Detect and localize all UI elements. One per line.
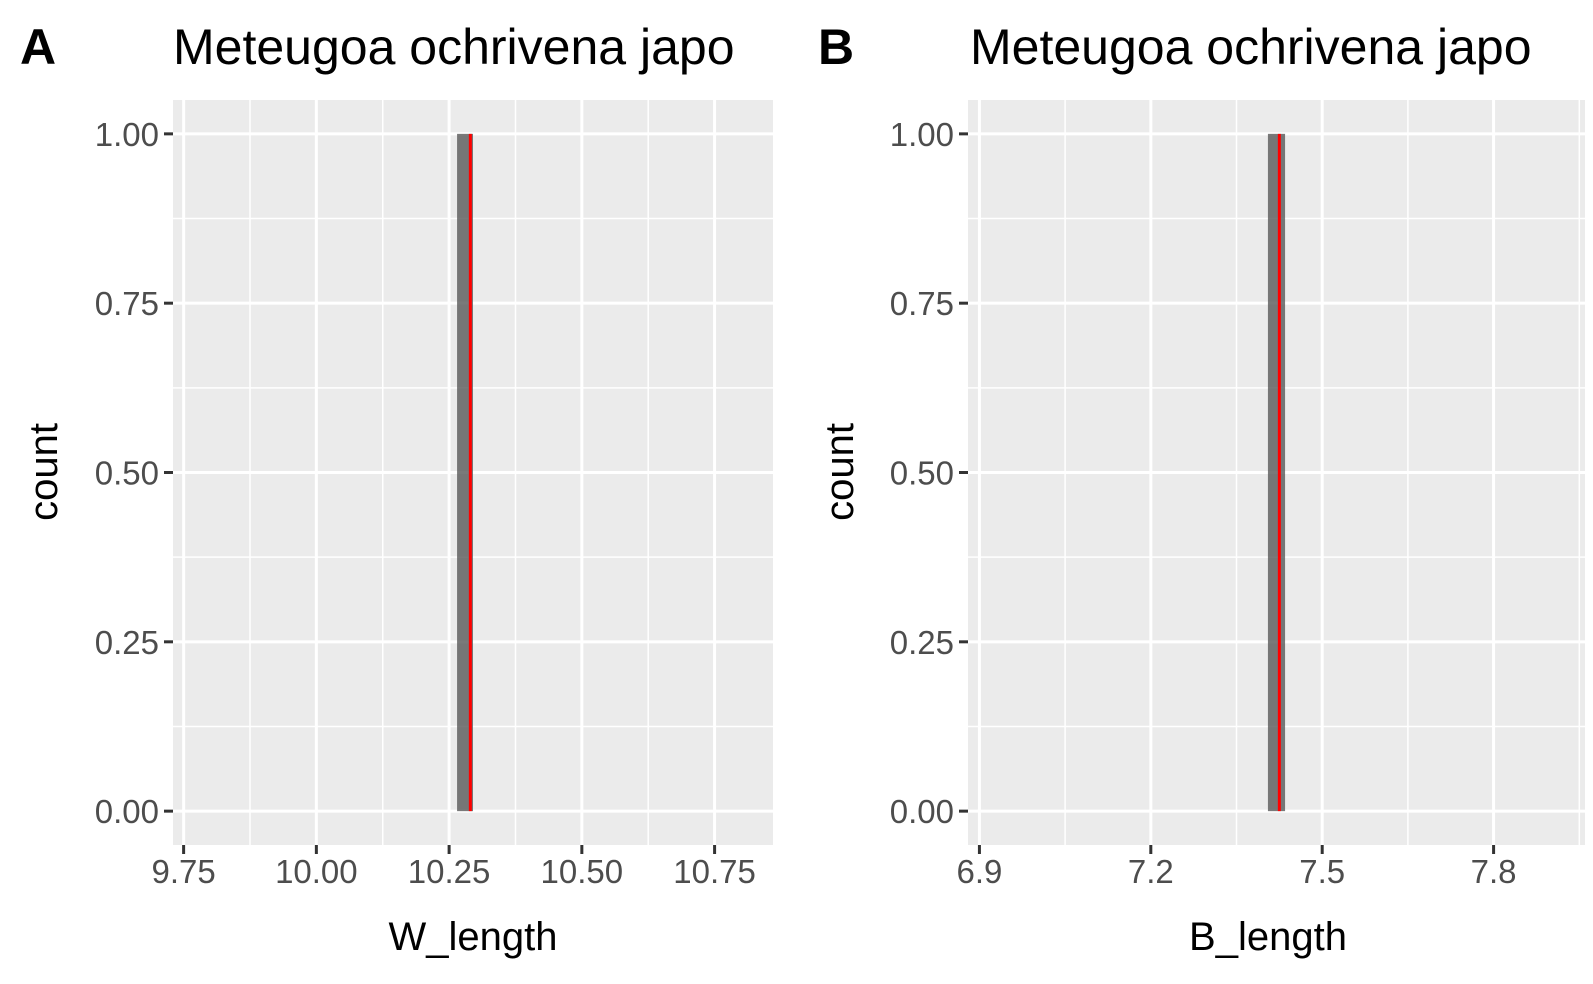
y-tick-label: 1.00	[95, 116, 159, 153]
x-axis-title: B_length	[1189, 915, 1347, 959]
x-tick-label: 10.00	[275, 853, 358, 890]
panel-title: Meteugoa ochrivena japo	[173, 19, 735, 75]
y-tick-label: 0.75	[95, 285, 159, 322]
panel-title: Meteugoa ochrivena japo	[970, 19, 1532, 75]
x-tick-label: 6.9	[956, 853, 1002, 890]
axes: 9.75 10.00 10.25 10.50 10.75 0.00 0.25 0.50 0.75…	[95, 116, 756, 890]
bars	[1267, 133, 1286, 812]
x-tick-label: 9.75	[152, 853, 216, 890]
y-tick-label: 0.75	[890, 285, 954, 322]
histogram-bar	[1267, 133, 1286, 812]
x-axis-title: W_length	[389, 915, 558, 959]
x-tick-label: 7.8	[1471, 853, 1517, 890]
y-tick-label: 0.50	[95, 455, 159, 492]
x-tick-label: 10.50	[541, 853, 624, 890]
axes: 6.9 7.2 7.5 7.8 0.00 0.25 0.50 0.75 1.00	[890, 116, 1517, 890]
y-tick-label: 0.25	[890, 624, 954, 661]
x-tick-label: 10.75	[673, 853, 756, 890]
y-tick-label: 0.00	[95, 793, 159, 830]
x-tick-label: 7.5	[1299, 853, 1345, 890]
y-axis-title: count	[22, 423, 66, 521]
panel-b: B Meteugoa ochrivena japo 6.9 7.2 7.5 7.8 0.…	[818, 19, 1585, 959]
panel-label: A	[20, 19, 56, 75]
x-tick-label: 7.2	[1128, 853, 1174, 890]
y-tick-label: 0.00	[890, 793, 954, 830]
y-tick-label: 0.25	[95, 624, 159, 661]
panel-a: A Meteugoa ochrivena japo 9.75 10.00 10.25…	[20, 19, 773, 959]
x-tick-label: 10.25	[408, 853, 491, 890]
y-axis-title: count	[818, 423, 862, 521]
panel-label: B	[818, 19, 854, 75]
y-tick-label: 0.50	[890, 455, 954, 492]
y-tick-label: 1.00	[890, 116, 954, 153]
